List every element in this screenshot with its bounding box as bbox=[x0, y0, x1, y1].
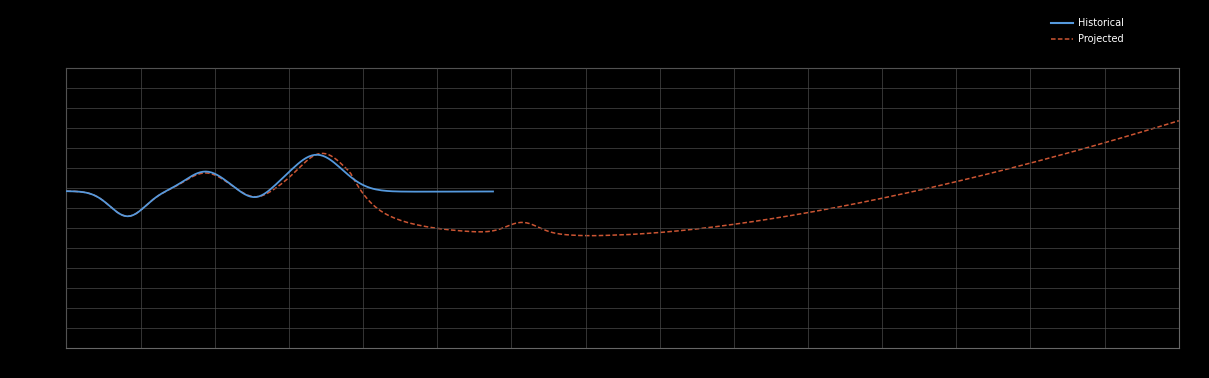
Legend: Historical, Projected: Historical, Projected bbox=[1049, 16, 1126, 46]
